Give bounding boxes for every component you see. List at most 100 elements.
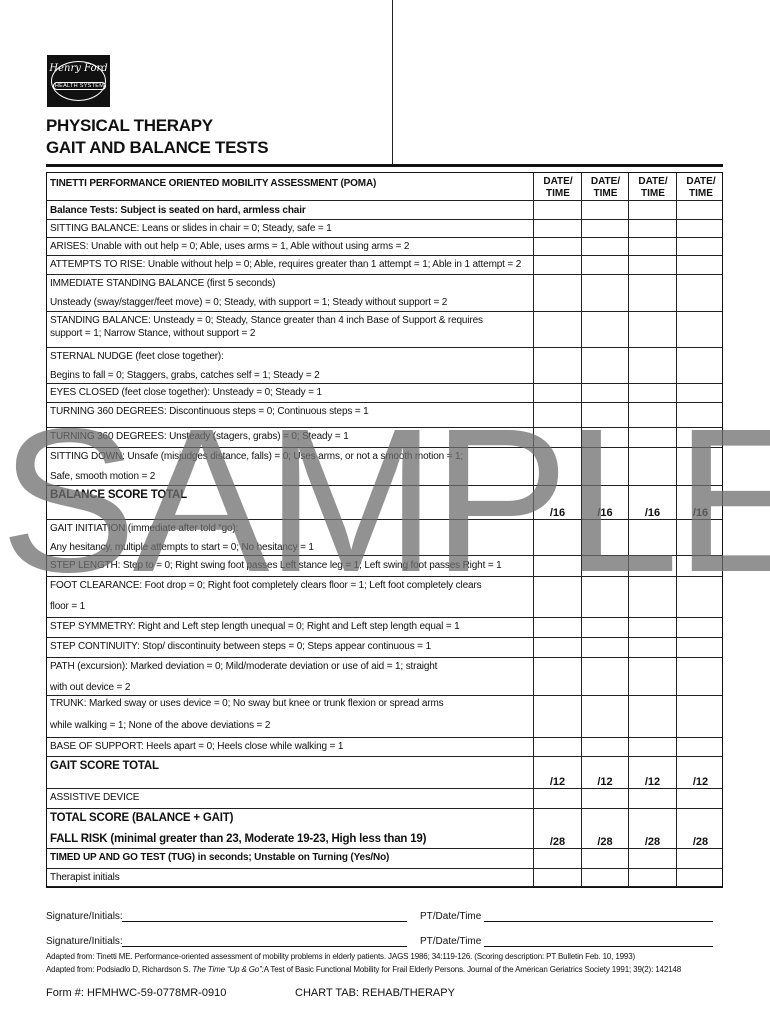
score-cell[interactable] [582, 696, 628, 737]
score-cell[interactable] [629, 556, 676, 576]
score-cell[interactable] [582, 403, 628, 427]
score-cell[interactable] [582, 238, 628, 255]
score-cell[interactable] [677, 312, 724, 347]
score-cell[interactable]: /12 [629, 757, 676, 788]
score-cell[interactable]: /28 [534, 809, 581, 848]
score-cell[interactable] [629, 348, 676, 383]
score-cell[interactable] [677, 638, 724, 657]
score-cell[interactable] [629, 428, 676, 447]
score-cell[interactable]: /12 [677, 757, 724, 788]
score-cell[interactable] [677, 428, 724, 447]
score-cell[interactable] [629, 403, 676, 427]
score-cell[interactable] [629, 220, 676, 237]
score-cell[interactable] [534, 348, 581, 383]
signature-field-2[interactable] [122, 946, 407, 947]
score-cell[interactable] [534, 220, 581, 237]
score-cell[interactable] [534, 849, 581, 868]
score-cell[interactable] [534, 201, 581, 219]
score-cell[interactable] [534, 869, 581, 886]
score-cell[interactable] [534, 448, 581, 485]
score-cell[interactable] [534, 428, 581, 447]
score-cell[interactable]: /12 [534, 757, 581, 788]
pt-date-time-field-1[interactable] [484, 921, 713, 922]
score-cell[interactable] [677, 849, 724, 868]
score-cell[interactable] [629, 658, 676, 695]
score-cell[interactable] [629, 312, 676, 347]
score-cell[interactable] [582, 638, 628, 657]
score-cell[interactable] [534, 403, 581, 427]
score-cell[interactable] [629, 869, 676, 886]
score-cell[interactable] [582, 275, 628, 311]
score-cell[interactable] [534, 238, 581, 255]
score-cell[interactable] [534, 789, 581, 808]
score-cell[interactable] [677, 520, 724, 555]
score-cell[interactable] [629, 448, 676, 485]
score-cell[interactable] [534, 618, 581, 637]
score-cell[interactable] [534, 312, 581, 347]
score-cell[interactable] [582, 577, 628, 617]
score-cell[interactable] [677, 577, 724, 617]
score-cell[interactable] [629, 738, 676, 756]
score-cell[interactable] [582, 556, 628, 576]
signature-field-1[interactable] [122, 921, 407, 922]
score-cell[interactable] [677, 201, 724, 219]
score-cell[interactable] [677, 696, 724, 737]
score-cell[interactable] [582, 738, 628, 756]
score-cell[interactable] [582, 220, 628, 237]
score-cell[interactable] [534, 556, 581, 576]
score-cell[interactable] [582, 312, 628, 347]
score-cell[interactable] [582, 789, 628, 808]
score-cell[interactable]: /16 [582, 486, 628, 519]
score-cell[interactable] [677, 403, 724, 427]
score-cell[interactable] [629, 789, 676, 808]
score-cell[interactable] [534, 275, 581, 311]
score-cell[interactable] [534, 384, 581, 402]
score-cell[interactable] [677, 658, 724, 695]
score-cell[interactable] [582, 618, 628, 637]
score-cell[interactable] [629, 238, 676, 255]
score-cell[interactable]: /12 [582, 757, 628, 788]
score-cell[interactable] [677, 618, 724, 637]
score-cell[interactable] [582, 658, 628, 695]
score-cell[interactable] [534, 638, 581, 657]
score-cell[interactable] [629, 275, 676, 311]
score-cell[interactable] [677, 556, 724, 576]
score-cell[interactable] [582, 849, 628, 868]
score-cell[interactable] [677, 256, 724, 274]
score-cell[interactable] [629, 849, 676, 868]
score-cell[interactable]: /16 [677, 486, 724, 519]
score-cell[interactable] [629, 696, 676, 737]
score-cell[interactable] [534, 577, 581, 617]
score-cell[interactable] [629, 520, 676, 555]
score-cell[interactable] [677, 275, 724, 311]
score-cell[interactable]: /16 [629, 486, 676, 519]
pt-date-time-field-2[interactable] [484, 946, 713, 947]
score-cell[interactable] [677, 789, 724, 808]
score-cell[interactable]: /28 [582, 809, 628, 848]
score-cell[interactable] [677, 869, 724, 886]
score-cell[interactable] [582, 428, 628, 447]
score-cell[interactable] [582, 348, 628, 383]
score-cell[interactable] [582, 869, 628, 886]
score-cell[interactable] [629, 256, 676, 274]
score-cell[interactable] [629, 577, 676, 617]
score-cell[interactable] [629, 384, 676, 402]
score-cell[interactable] [534, 696, 581, 737]
score-cell[interactable] [677, 348, 724, 383]
score-cell[interactable] [582, 201, 628, 219]
score-cell[interactable] [677, 448, 724, 485]
score-cell[interactable]: /16 [534, 486, 581, 519]
score-cell[interactable] [534, 658, 581, 695]
score-cell[interactable]: /28 [629, 809, 676, 848]
score-cell[interactable] [582, 520, 628, 555]
score-cell[interactable] [677, 384, 724, 402]
score-cell[interactable] [582, 256, 628, 274]
score-cell[interactable]: /28 [677, 809, 724, 848]
score-cell[interactable] [677, 220, 724, 237]
score-cell[interactable] [677, 238, 724, 255]
score-cell[interactable] [629, 638, 676, 657]
score-cell[interactable] [534, 256, 581, 274]
score-cell[interactable] [629, 201, 676, 219]
score-cell[interactable] [534, 738, 581, 756]
score-cell[interactable] [629, 618, 676, 637]
